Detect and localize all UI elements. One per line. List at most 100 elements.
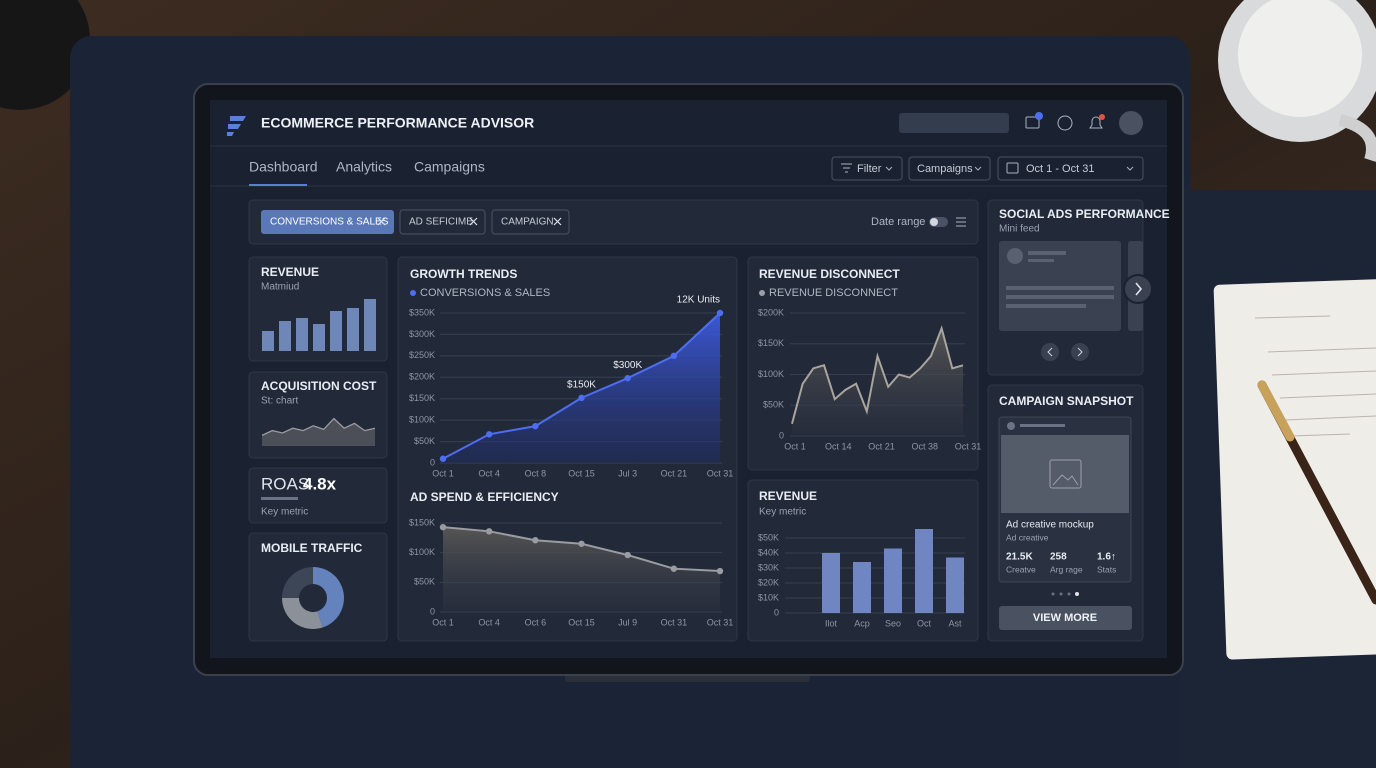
avatar[interactable] [1119, 111, 1143, 135]
point [439, 523, 447, 531]
y-tick-label: $10K [758, 592, 779, 602]
y-tick-label: $150K [758, 338, 784, 348]
chart-title: AD SPEND & EFFICIENCY [410, 490, 559, 504]
settings-icon[interactable] [956, 217, 966, 227]
point [485, 431, 493, 438]
x-tick-label: Oct 21 [868, 441, 895, 451]
point [578, 540, 585, 547]
x-tick-label: Oct 31 [707, 617, 734, 627]
x-tick-label: Oct 1 [432, 468, 454, 478]
toggle-knob [930, 218, 938, 226]
ad-avatar [1007, 422, 1015, 430]
mini-bar [296, 318, 308, 351]
y-tick-label: 0 [779, 430, 784, 440]
date-picker[interactable] [997, 156, 1144, 181]
x-tick-label: Oct 21 [661, 468, 688, 478]
card-title: ACQUISITION COST [261, 379, 377, 393]
donut-segment [282, 598, 323, 629]
y-tick-label: $250K [409, 350, 435, 360]
bar [946, 557, 964, 613]
pager-dots [1051, 592, 1079, 596]
date-range-label: Date range [871, 216, 925, 228]
mini-bar [279, 321, 291, 351]
y-tick-label: $300K [409, 329, 435, 339]
chevron [1047, 347, 1053, 357]
carousel-next[interactable] [1123, 274, 1153, 304]
y-tick-label: $30K [758, 562, 779, 572]
point [624, 551, 631, 559]
notebook [1213, 279, 1376, 660]
stat-label: Creatve [1006, 564, 1036, 574]
x-tick-label: Oct 1 [784, 441, 806, 451]
notebook-writing [1254, 315, 1376, 437]
point [716, 567, 724, 575]
legend-dot [410, 290, 416, 296]
x-tick-label: Jul 3 [618, 468, 637, 478]
point [439, 455, 447, 462]
logo [227, 116, 246, 136]
x-tick-label: Oct 31 [707, 468, 734, 478]
chip[interactable] [491, 209, 570, 235]
area [443, 527, 720, 612]
panel-title: CAMPAIGN SNAPSHOT [999, 394, 1134, 408]
roas-value: 4.8x [303, 474, 337, 493]
stat-label: Stats [1097, 564, 1116, 574]
ad-header-line [1020, 424, 1065, 427]
filter-label: Filter [857, 163, 882, 175]
x-tick-label: Oct 4 [478, 468, 500, 478]
y-tick-label: 0 [774, 607, 779, 617]
mini-bar [262, 331, 274, 351]
point [578, 394, 585, 402]
point [624, 374, 631, 382]
chevron [1126, 166, 1134, 171]
chevron [974, 166, 982, 171]
card-subtitle: St: chart [261, 396, 298, 407]
y-tick-label: $200K [409, 372, 435, 382]
legend-dot [759, 290, 765, 296]
area [443, 313, 720, 463]
y-tick-label: $50K [414, 577, 435, 587]
point [670, 352, 678, 360]
next-button[interactable] [1071, 343, 1089, 361]
x-tick-label: Oct 15 [568, 468, 595, 478]
filter-button[interactable] [831, 156, 903, 181]
x-tick-label: Oct 6 [525, 617, 547, 627]
point [716, 309, 724, 317]
y-tick-label: $20K [758, 577, 779, 587]
mini-bar [313, 324, 325, 351]
y-tick-label: $100K [409, 547, 435, 557]
desk-object [0, 0, 90, 110]
ad-title: Ad creative mockup [1006, 520, 1094, 531]
roas-underline [261, 497, 298, 500]
point [532, 422, 539, 430]
chevron [885, 166, 893, 171]
nav-tab[interactable]: Campaigns [414, 159, 485, 175]
chip-label: AD SEFICIME [409, 217, 473, 228]
x-tick-label: Oct 38 [911, 441, 938, 451]
mini-bar [364, 299, 376, 351]
stat-label: Arg rage [1050, 564, 1083, 574]
search-box[interactable] [899, 113, 1009, 133]
stat-value: 258 [1050, 552, 1067, 563]
view-more-button[interactable] [999, 606, 1132, 630]
nav-tab[interactable]: Analytics [336, 159, 392, 175]
mug-handle [1338, 114, 1376, 162]
chip-label: CAMPAIGN [501, 217, 554, 228]
campaigns-dropdown[interactable] [908, 156, 991, 181]
notification-badge [1099, 114, 1105, 120]
legend-label: REVENUE DISCONNECT [769, 287, 898, 299]
inbox-icon[interactable] [1025, 116, 1040, 129]
calendar-icon [1006, 162, 1019, 174]
chip-label: CONVERSIONS & SALES [270, 217, 389, 228]
chip[interactable] [399, 209, 486, 235]
help-icon[interactable] [1057, 115, 1073, 131]
y-tick-label: $50K [763, 400, 784, 410]
nav-tab[interactable]: Dashboard [249, 159, 318, 175]
roas-label: ROAS [261, 474, 309, 493]
chip-active[interactable] [261, 210, 394, 234]
card-subtitle: Key metric [261, 507, 308, 518]
notification-icon[interactable] [1089, 116, 1103, 129]
card-title: REVENUE [261, 265, 319, 279]
prev-button[interactable] [1041, 343, 1059, 361]
